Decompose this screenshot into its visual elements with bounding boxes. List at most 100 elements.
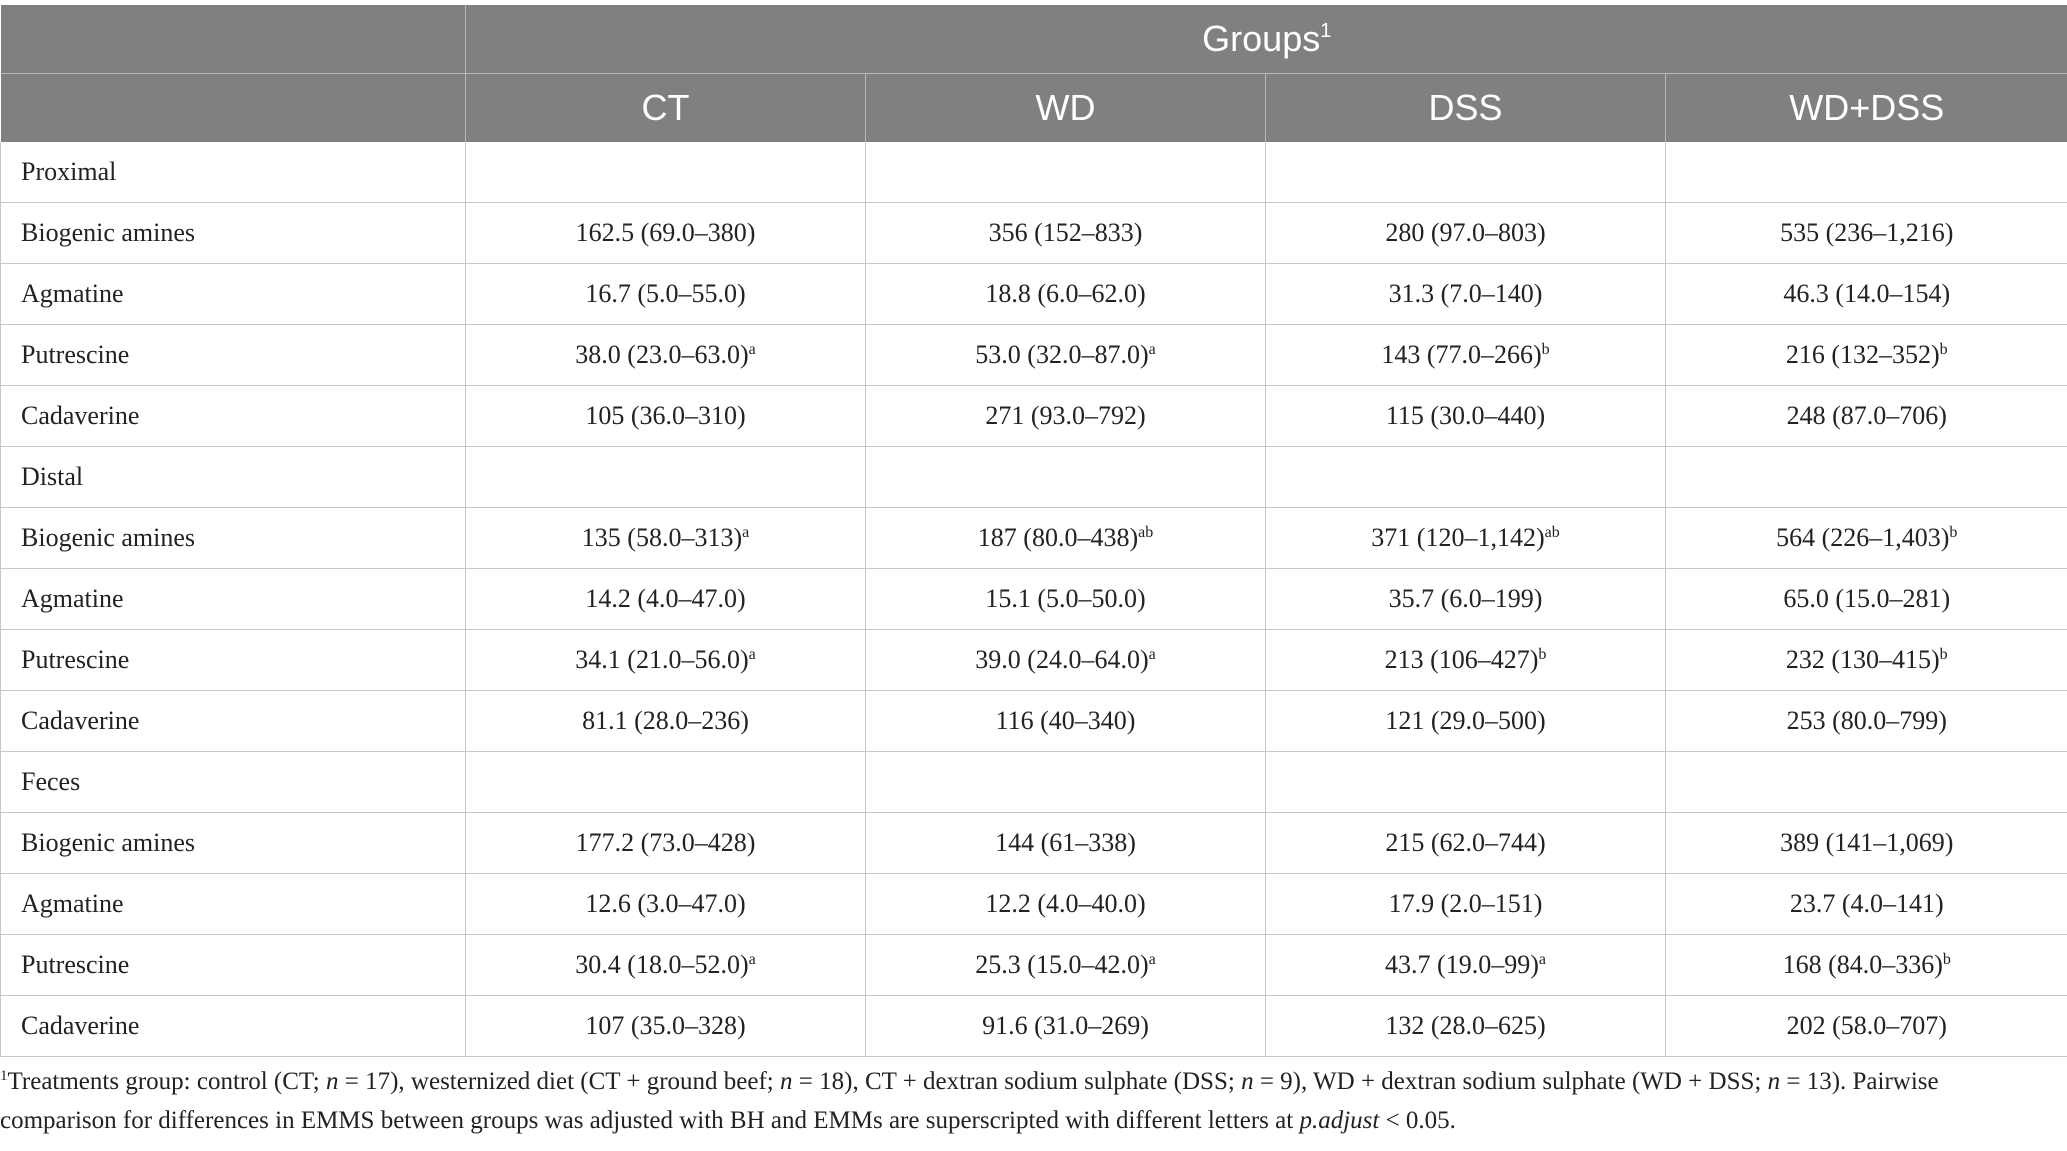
cell-value: 39.0 (24.0–64.0) <box>975 645 1149 674</box>
footnote-n-var: n <box>1241 1068 1254 1095</box>
cell-value: 116 (40–340) <box>995 706 1136 735</box>
cell-value: 177.2 (73.0–428) <box>575 828 756 857</box>
section-label: Distal <box>0 446 466 508</box>
value-cell: 25.3 (15.0–42.0)a <box>865 934 1266 996</box>
cell-value: 271 (93.0–792) <box>985 401 1146 430</box>
cell-value: 143 (77.0–266) <box>1381 340 1542 369</box>
value-cell: 116 (40–340) <box>865 690 1266 752</box>
footnote-mark: 1 <box>0 1068 8 1084</box>
cell-value: 53.0 (32.0–87.0) <box>975 340 1149 369</box>
empty-cell <box>1265 142 1666 203</box>
value-cell: 65.0 (15.0–281) <box>1665 568 2067 630</box>
header-row-groups: Groups1 <box>0 5 2067 74</box>
table-row: Cadaverine 105 (36.0–310) 271 (93.0–792) 11… <box>0 385 2067 447</box>
header-corner-cell <box>0 5 466 74</box>
empty-cell <box>1665 751 2067 813</box>
footnote-n-var: n <box>780 1068 793 1095</box>
footnote-text: Treatments group: control (CT; <box>7 1068 326 1095</box>
value-cell: 12.6 (3.0–47.0) <box>465 873 866 935</box>
cell-value: 371 (120–1,142) <box>1371 523 1545 552</box>
column-header-wd-dss: WD+DSS <box>1665 73 2067 142</box>
cell-value: 132 (28.0–625) <box>1385 1011 1546 1040</box>
footnote-text: = 9), WD + dextran sodium sulphate (WD +… <box>1253 1068 1768 1095</box>
value-cell: 46.3 (14.0–154) <box>1665 263 2067 325</box>
value-cell: 91.6 (31.0–269) <box>865 995 1266 1057</box>
value-cell: 14.2 (4.0–47.0) <box>465 568 866 630</box>
row-label: Putrescine <box>0 324 466 386</box>
cell-value: 215 (62.0–744) <box>1385 828 1546 857</box>
value-cell: 232 (130–415)b <box>1665 629 2067 691</box>
cell-value: 14.2 (4.0–47.0) <box>585 584 746 613</box>
row-label: Putrescine <box>0 934 466 996</box>
value-cell: 216 (132–352)b <box>1665 324 2067 386</box>
cell-value: 17.9 (2.0–151) <box>1388 889 1543 918</box>
empty-cell <box>1265 446 1666 508</box>
value-cell: 202 (58.0–707) <box>1665 995 2067 1057</box>
cell-value: 30.4 (18.0–52.0) <box>575 950 749 979</box>
significance-letter: b <box>1939 646 1948 663</box>
value-cell: 215 (62.0–744) <box>1265 812 1666 874</box>
value-cell: 15.1 (5.0–50.0) <box>865 568 1266 630</box>
table-body: Proximal Biogenic amines 162.5 (69.0–380) 3… <box>0 142 2067 1057</box>
cell-value: 202 (58.0–707) <box>1786 1011 1947 1040</box>
cell-value: 135 (58.0–313) <box>581 523 743 552</box>
value-cell: 17.9 (2.0–151) <box>1265 873 1666 935</box>
value-cell: 162.5 (69.0–380) <box>465 202 866 264</box>
table-row: Agmatine 16.7 (5.0–55.0) 18.8 (6.0–62.0) 31… <box>0 263 2067 325</box>
value-cell: 535 (236–1,216) <box>1665 202 2067 264</box>
cell-value: 162.5 (69.0–380) <box>575 218 756 247</box>
empty-cell <box>1665 446 2067 508</box>
table-row: Cadaverine 81.1 (28.0–236) 116 (40–340) 121… <box>0 690 2067 752</box>
table-row: Putrescine 38.0 (23.0–63.0) a 53.0 (32.0–87… <box>0 324 2067 386</box>
cell-value: 46.3 (14.0–154) <box>1783 279 1951 308</box>
column-header-dss: DSS <box>1265 73 1666 142</box>
significance-letter: ab <box>1544 524 1560 541</box>
value-cell: 53.0 (32.0–87.0)a <box>865 324 1266 386</box>
results-table-container: Groups1 CT WD DSS WD+DSS Proximal Biogeni… <box>0 5 2067 1057</box>
footnote-text: = 13). Pairwise comparison for differenc… <box>0 1068 1939 1134</box>
cell-value: 216 (132–352) <box>1785 340 1940 369</box>
cell-value: 12.2 (4.0–40.0) <box>985 889 1146 918</box>
cell-value: 253 (80.0–799) <box>1786 706 1947 735</box>
cell-value: 105 (36.0–310) <box>585 401 746 430</box>
section-row: Distal <box>0 446 2067 508</box>
footnote-text: < 0.05. <box>1379 1107 1456 1134</box>
cell-value: 34.1 (21.0–56.0) <box>575 645 749 674</box>
empty-cell <box>465 751 866 813</box>
empty-cell <box>1265 751 1666 813</box>
value-cell: 144 (61–338) <box>865 812 1266 874</box>
value-cell: 248 (87.0–706) <box>1665 385 2067 447</box>
cell-value: 121 (29.0–500) <box>1385 706 1546 735</box>
table-row: Putrescine 34.1 (21.0–56.0)a 39.0 (24.0–64… <box>0 629 2067 691</box>
significance-letter: a <box>1148 646 1156 663</box>
empty-cell <box>865 751 1266 813</box>
cell-value: 168 (84.0–336) <box>1782 950 1943 979</box>
row-label: Biogenic amines <box>0 202 466 264</box>
table-header: Groups1 CT WD DSS WD+DSS <box>0 5 2067 142</box>
cell-value: 81.1 (28.0–236) <box>582 706 749 735</box>
value-cell: 187 (80.0–438)ab <box>865 507 1266 569</box>
cell-value: 144 (61–338) <box>995 828 1136 857</box>
value-cell: 389 (141–1,069) <box>1665 812 2067 874</box>
significance-letter: a <box>742 524 750 541</box>
header-row-columns: CT WD DSS WD+DSS <box>0 73 2067 142</box>
table-row: Agmatine 14.2 (4.0–47.0) 15.1 (5.0–50.0) 35… <box>0 568 2067 630</box>
cell-value: 15.1 (5.0–50.0) <box>985 584 1146 613</box>
significance-letter: a <box>748 646 756 663</box>
significance-letter: b <box>1541 341 1550 358</box>
value-cell: 177.2 (73.0–428) <box>465 812 866 874</box>
empty-cell <box>865 142 1266 203</box>
table-row: Putrescine 30.4 (18.0–52.0) a 25.3 (15.0–42… <box>0 934 2067 996</box>
significance-letter: a <box>1148 341 1156 358</box>
cell-value: 31.3 (7.0–140) <box>1388 279 1543 308</box>
significance-letter: a <box>1148 951 1156 968</box>
row-label: Biogenic amines <box>0 812 466 874</box>
table-row: Biogenic amines 162.5 (69.0–380) 356 (152–… <box>0 202 2067 264</box>
groups-label: Groups <box>1202 18 1321 59</box>
cell-value: 38.0 (23.0–63.0) <box>575 340 749 369</box>
footnote-padjust-var: p.adjust <box>1299 1107 1380 1134</box>
value-cell: 168 (84.0–336)b <box>1665 934 2067 996</box>
cell-value: 115 (30.0–440) <box>1385 401 1546 430</box>
row-label: Agmatine <box>0 568 466 630</box>
significance-letter: b <box>1949 524 1958 541</box>
